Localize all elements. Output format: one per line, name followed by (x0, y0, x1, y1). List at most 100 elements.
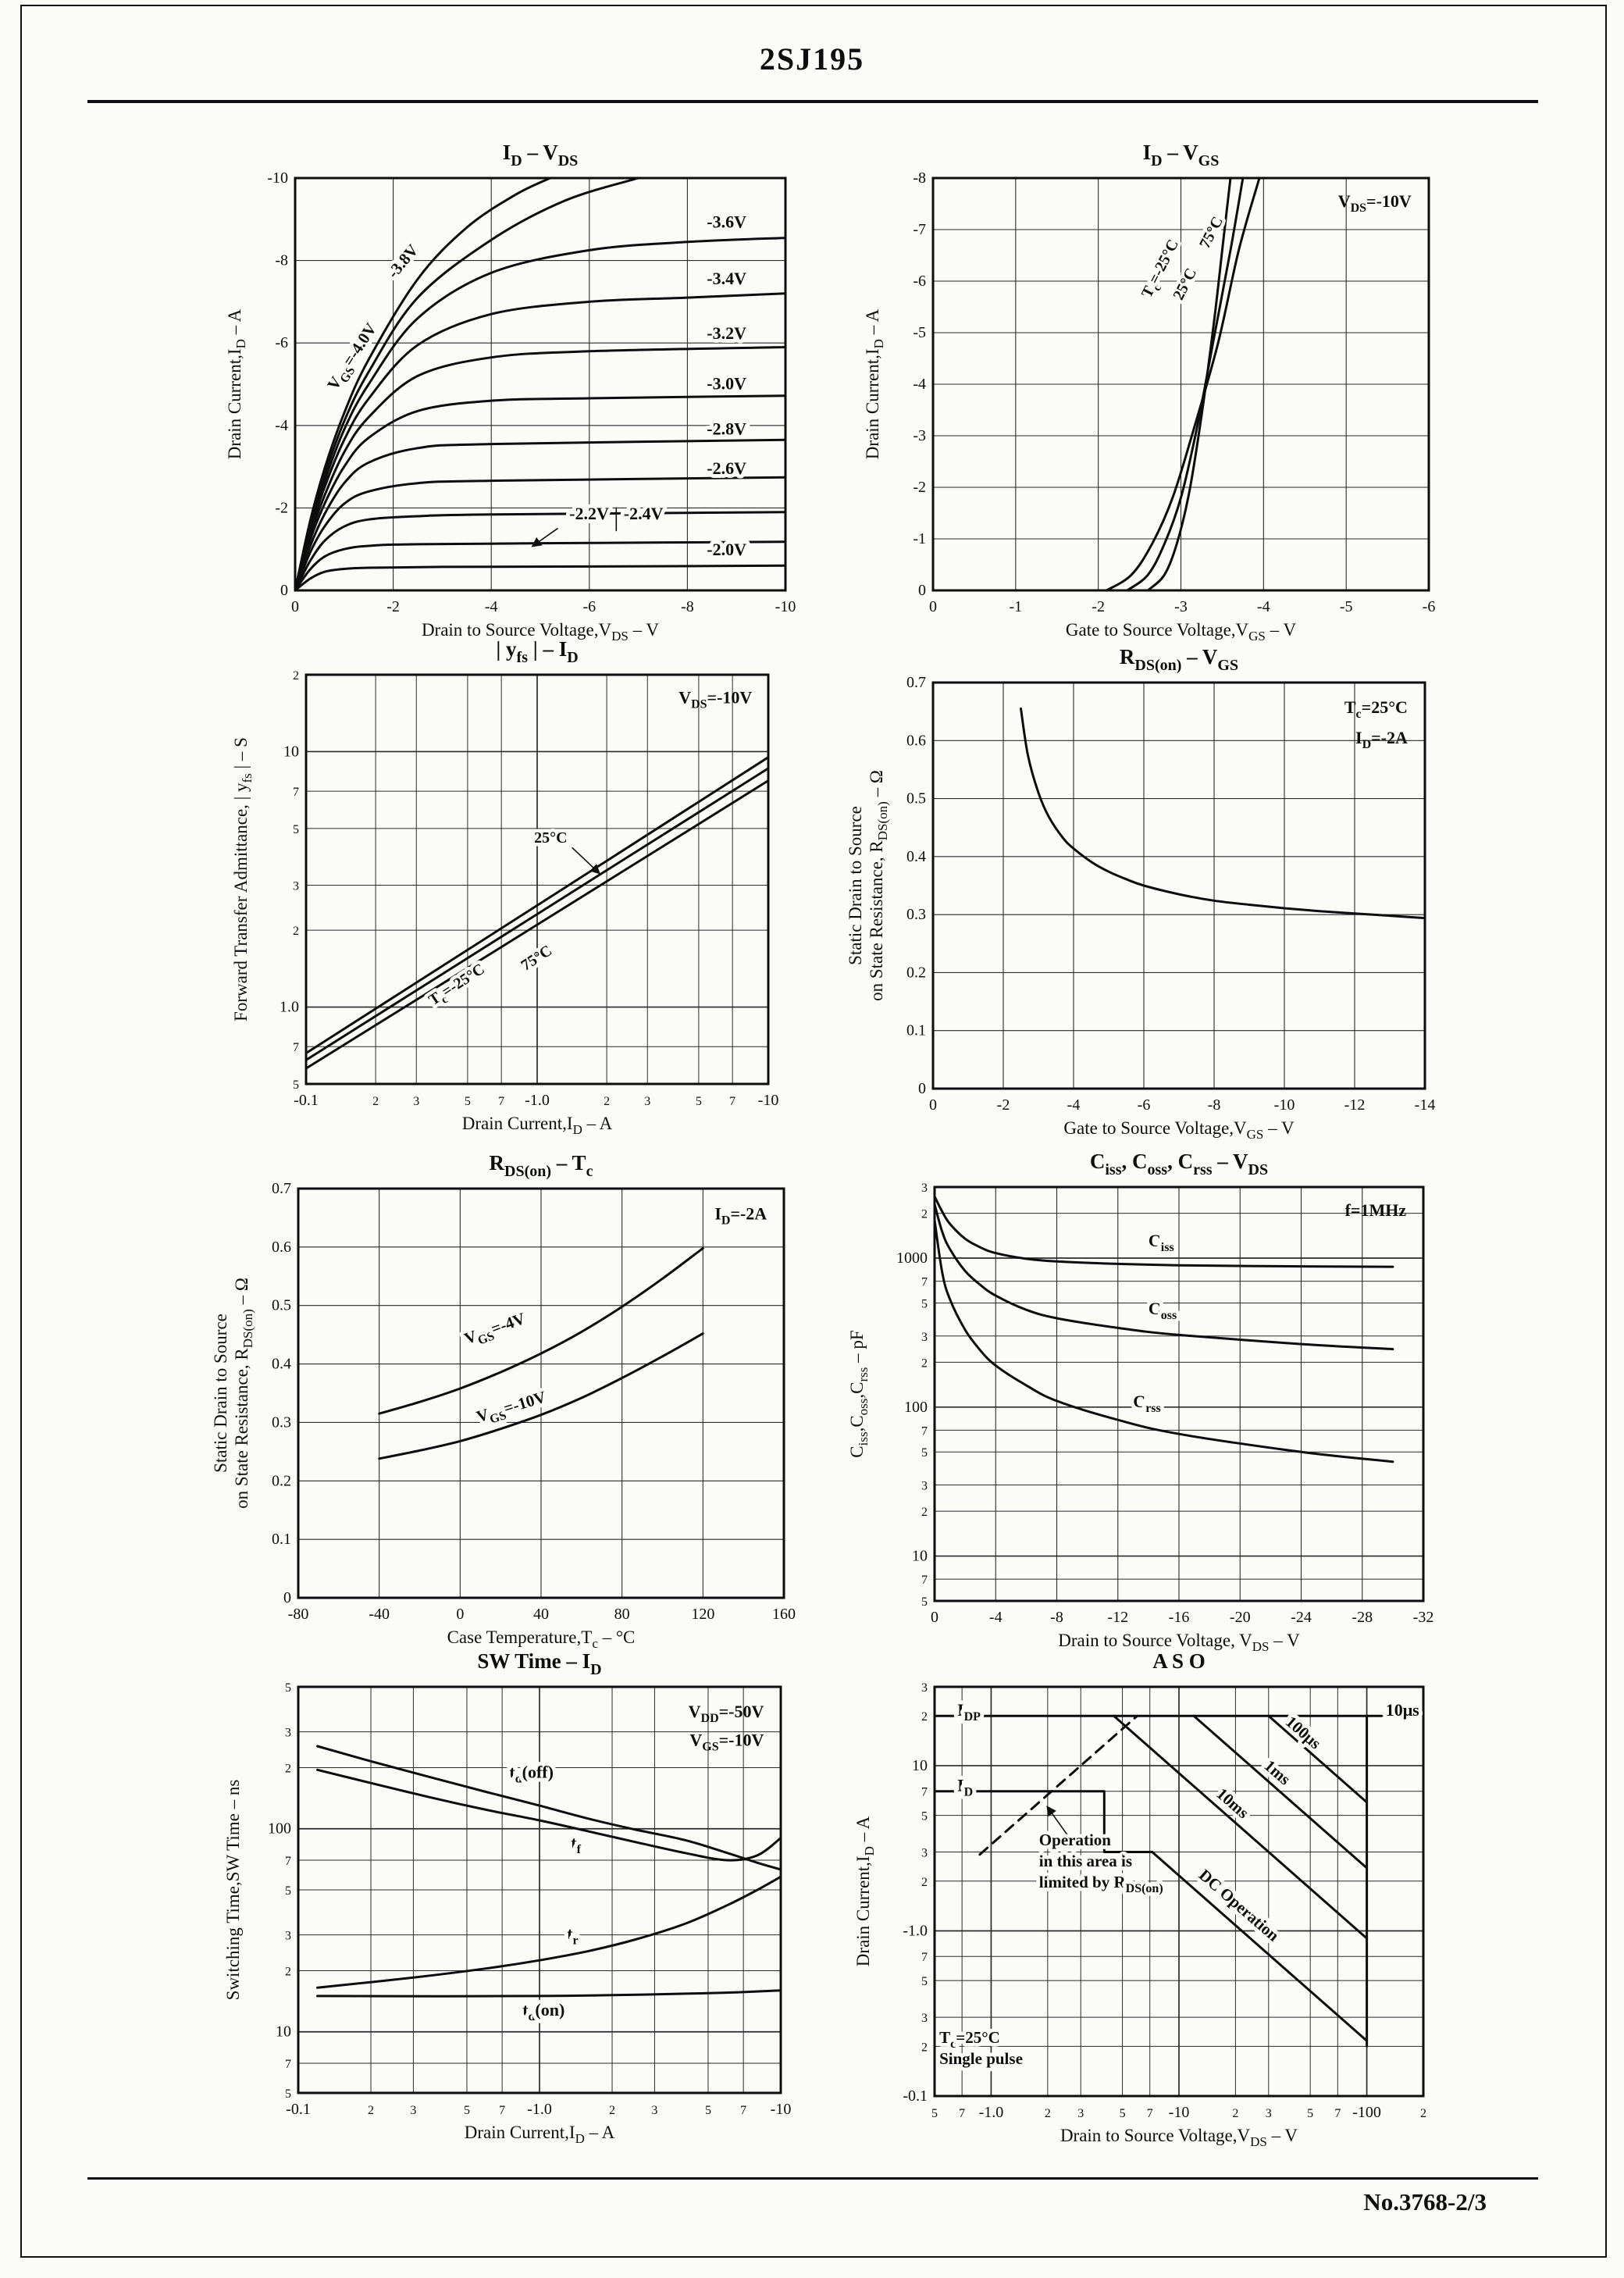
svg-text:7: 7 (921, 1574, 928, 1587)
footer-rule (87, 2177, 1538, 2180)
chart-rdson-tc: ID=-2A VGS=-4V VGS=-10V -80 -40 0 40 80 120 160 0 0… (94, 1142, 828, 1663)
svg-text:5: 5 (921, 1595, 928, 1609)
svg-text:-2.2V: -2.2V (569, 504, 609, 523)
svg-text:-2: -2 (386, 598, 400, 615)
svg-text:-80: -80 (288, 1606, 309, 1623)
svg-text:-12: -12 (1344, 1096, 1366, 1114)
svg-text:-3.4V: -3.4V (707, 269, 746, 288)
svg-text:tr: tr (567, 1924, 578, 1948)
svg-text:-3: -3 (1174, 598, 1188, 615)
svg-text:5: 5 (464, 2104, 470, 2117)
svg-text:-2: -2 (1092, 598, 1105, 615)
svg-text:VDD=-50V: VDD=-50V (689, 1702, 764, 1725)
svg-text:VGS=-10V: VGS=-10V (689, 1730, 764, 1753)
svg-text:Drain Current,ID – A: Drain Current,ID – A (465, 2123, 615, 2146)
svg-text:5: 5 (285, 2087, 291, 2101)
svg-text:-10: -10 (758, 1092, 779, 1109)
svg-text:in this area is: in this area is (1039, 1852, 1132, 1870)
svg-text:Static Drain to Source: Static Drain to Source (211, 1314, 230, 1473)
svg-text:-2.4V: -2.4V (624, 504, 664, 523)
svg-text:3: 3 (921, 2012, 928, 2025)
svg-text:-2.0V: -2.0V (707, 540, 746, 559)
svg-text:2: 2 (921, 1710, 928, 1724)
svg-text:ID – VDS: ID – VDS (503, 141, 579, 169)
svg-text:-5: -5 (1340, 598, 1353, 615)
svg-text:-2.6V: -2.6V (707, 458, 746, 478)
svg-text:-10: -10 (267, 169, 288, 187)
svg-text:0: 0 (918, 582, 926, 599)
svg-text:Drain Current,ID – A: Drain Current,ID – A (863, 308, 886, 459)
svg-text:-3.2V: -3.2V (707, 323, 746, 343)
svg-text:Static Drain to Source: Static Drain to Source (846, 806, 865, 965)
svg-text:0.4: 0.4 (272, 1356, 291, 1373)
svg-text:3: 3 (921, 1331, 928, 1344)
svg-text:-16: -16 (1169, 1609, 1190, 1626)
svg-text:-2.8V: -2.8V (707, 419, 746, 438)
svg-text:-20: -20 (1230, 1609, 1251, 1626)
svg-text:0.3: 0.3 (906, 906, 926, 923)
svg-text:ID=-2A: ID=-2A (1355, 728, 1408, 751)
svg-text:3: 3 (921, 1182, 928, 1195)
svg-text:Operation: Operation (1039, 1831, 1111, 1849)
svg-text:-3: -3 (913, 427, 926, 444)
svg-text:3: 3 (1266, 2107, 1272, 2120)
svg-text:0: 0 (918, 1080, 926, 1097)
svg-text:10μs: 10μs (1386, 1700, 1419, 1720)
svg-text:2: 2 (609, 2104, 615, 2117)
svg-text:2: 2 (293, 669, 299, 683)
svg-text:VDS=-10V: VDS=-10V (1338, 191, 1412, 215)
svg-text:-6: -6 (1138, 1096, 1151, 1114)
svg-text:5: 5 (293, 823, 299, 836)
svg-text:-0.1: -0.1 (286, 2101, 311, 2118)
svg-text:5: 5 (705, 2104, 711, 2117)
svg-text:Tc=25°C: Tc=25°C (1344, 697, 1408, 721)
doc-number: No.3768-2/3 (1363, 2188, 1487, 2216)
svg-text:7: 7 (740, 2104, 746, 2117)
svg-text:-4: -4 (275, 417, 288, 434)
svg-text:2: 2 (921, 1356, 928, 1370)
svg-text:5: 5 (931, 2107, 938, 2120)
svg-text:3: 3 (921, 1681, 928, 1695)
svg-text:-10: -10 (775, 598, 796, 615)
svg-text:f=1MHz: f=1MHz (1345, 1200, 1407, 1220)
svg-text:7: 7 (293, 1041, 299, 1054)
chart-svg-rdson-tc: ID=-2A VGS=-4V VGS=-10V -80 -40 0 40 80 120 160 0 0… (211, 1151, 796, 1651)
svg-text:80: 80 (614, 1606, 630, 1623)
svg-text:-5: -5 (913, 324, 926, 341)
svg-text:7: 7 (293, 786, 299, 799)
svg-text:5: 5 (285, 1884, 291, 1898)
svg-text:3: 3 (644, 1095, 650, 1108)
svg-text:1000: 1000 (896, 1250, 928, 1267)
svg-text:7: 7 (285, 2058, 291, 2071)
svg-text:0: 0 (283, 1589, 291, 1606)
svg-text:10: 10 (276, 2023, 291, 2041)
svg-text:Ciss,Coss,Crss – pF: Ciss,Coss,Crss – pF (847, 1330, 871, 1457)
svg-text:2: 2 (921, 2041, 928, 2054)
svg-text:-100: -100 (1352, 2104, 1381, 2121)
svg-text:-2: -2 (275, 499, 288, 516)
svg-text:-7: -7 (913, 221, 926, 238)
svg-text:td(on): td(on) (522, 2000, 564, 2023)
svg-text:-4: -4 (1067, 1096, 1081, 1114)
svg-text:7: 7 (499, 2104, 505, 2117)
svg-text:3: 3 (921, 1847, 928, 1860)
chart-svg-capacitance-vds: f=1MHz Ciss Coss Crss 0 -4 -8 -12 -16 -20 -24 -28 -3… (847, 1150, 1433, 1654)
svg-text:VGS=-10V: VGS=-10V (474, 1387, 549, 1430)
svg-text:7: 7 (921, 1424, 928, 1438)
svg-text:-10: -10 (771, 2101, 792, 2118)
chart-rdson-vgs: Tc=25°C ID=-2A 0 -2 -4 -6 -8 -10 -12 -14 0 0.1 0.2 0.… (839, 634, 1577, 1153)
svg-text:1.0: 1.0 (280, 999, 299, 1016)
svg-text:VGS=-4.0V: VGS=-4.0V (323, 319, 383, 395)
svg-text:-1.0: -1.0 (979, 2104, 1004, 2121)
svg-text:3: 3 (285, 1930, 291, 1943)
chart-svg-rdson-vgs: Tc=25°C ID=-2A 0 -2 -4 -6 -8 -10 -12 -14 0 0.1 0.2 0.… (846, 645, 1435, 1142)
chart-aso: IDP ID 10μs 100μs 1ms 10ms DC Operation Operati… (839, 1649, 1577, 2174)
svg-text:0.7: 0.7 (906, 674, 926, 691)
chart-id-vgs: VDS=-10V Tc=-25°C 25°C 75°C 0 -1 -2 -3 -4 -5 -6 0 -1… (839, 116, 1577, 643)
svg-text:0.3: 0.3 (272, 1414, 291, 1431)
svg-text:25°C: 25°C (1170, 266, 1200, 303)
svg-text:100: 100 (268, 1820, 291, 1838)
chart-svg-id-vds: VGS=-4.0V-3.8V -3.6V -3.4V -3.2V -3.0V -2.8V -… (225, 141, 796, 643)
